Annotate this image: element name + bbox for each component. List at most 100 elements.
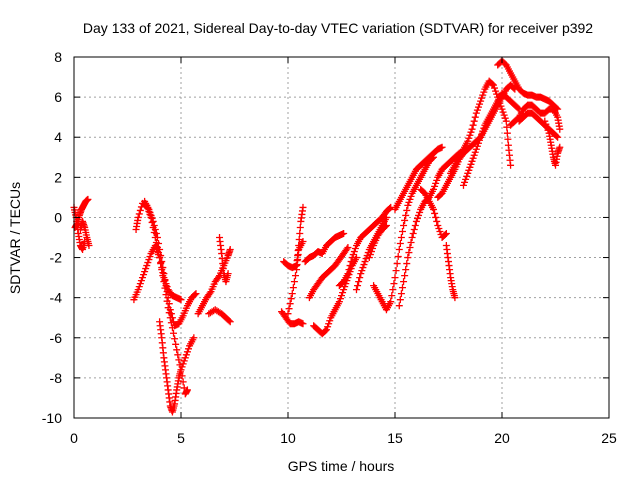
data-point (184, 345, 192, 353)
data-point (466, 131, 474, 139)
plot-frame (73, 56, 610, 419)
data-point (492, 87, 500, 95)
data-point (469, 121, 477, 129)
data-point (400, 278, 408, 286)
data-point (224, 270, 232, 278)
y-tick-label: -8 (50, 370, 63, 386)
data-point (85, 242, 93, 250)
data-point (469, 154, 477, 162)
data-point (335, 298, 343, 306)
data-point (468, 157, 476, 165)
data-point (339, 289, 347, 297)
data-point (341, 283, 349, 291)
data-point (179, 378, 187, 386)
data-point (190, 334, 198, 342)
data-point (431, 209, 439, 217)
data-point (344, 244, 352, 252)
data-point (416, 208, 424, 216)
data-point (165, 300, 173, 308)
data-point (408, 234, 416, 241)
axis-ticks: 0 5 10 15 20 25 -10 -8 -6 -4 -2 0 2 4 6 8 (42, 49, 617, 446)
data-point (510, 84, 518, 92)
data-point (343, 245, 351, 253)
data-point (361, 258, 369, 266)
data-point (160, 270, 168, 278)
data-point (398, 284, 406, 292)
data-point (543, 123, 551, 131)
data-point (466, 163, 474, 171)
data-point (397, 234, 405, 241)
y-tick-label: 0 (54, 209, 62, 225)
data-point (389, 286, 397, 294)
data-point (390, 280, 398, 288)
data-point (479, 127, 487, 135)
grid-lines (74, 57, 609, 418)
data-point (290, 278, 298, 286)
data-point (400, 221, 408, 229)
data-point (145, 205, 153, 213)
data-point (499, 108, 507, 116)
data-point (465, 134, 473, 142)
data-point (470, 151, 478, 159)
data-point (470, 117, 478, 125)
data-point (395, 246, 403, 254)
data-point (442, 229, 450, 237)
data-point (488, 80, 496, 88)
data-point (145, 256, 153, 264)
data-point (135, 210, 143, 218)
data-point (166, 306, 174, 314)
data-point (146, 208, 154, 216)
data-point (498, 105, 506, 113)
data-point (541, 117, 549, 125)
data-point (345, 266, 353, 274)
data-point (514, 104, 522, 112)
data-point (178, 363, 186, 371)
data-point (409, 229, 417, 237)
data-point (350, 248, 358, 256)
data-point (348, 254, 356, 262)
data-point (436, 227, 444, 235)
data-point (464, 137, 472, 145)
y-tick-label: 6 (54, 89, 62, 105)
data-point (340, 229, 348, 237)
data-point (413, 214, 421, 222)
data-point (177, 366, 185, 374)
data-point (214, 273, 222, 281)
data-point (226, 246, 234, 254)
y-tick-label: 2 (54, 169, 62, 185)
data-point (430, 205, 438, 213)
data-point (393, 260, 401, 268)
data-point (191, 291, 199, 299)
data-point (138, 274, 146, 282)
data-point (180, 357, 188, 365)
data-point (465, 166, 473, 174)
x-tick-label: 10 (280, 430, 296, 446)
data-point (556, 125, 564, 133)
data-point (156, 246, 164, 254)
data-point (159, 264, 167, 272)
data-point (142, 265, 150, 273)
data-point (174, 351, 182, 359)
data-point (225, 317, 233, 325)
data-point (471, 113, 479, 121)
data-point (468, 125, 476, 133)
data-point (477, 97, 485, 105)
data-point (140, 271, 148, 279)
data-point (396, 240, 404, 248)
data-point (144, 259, 152, 267)
data-point (359, 264, 367, 272)
data-point (412, 217, 420, 225)
data-point (471, 148, 479, 156)
data-point (175, 356, 183, 364)
data-point (459, 181, 467, 189)
data-point (478, 130, 486, 138)
data-point (392, 267, 400, 275)
data-point (168, 314, 176, 322)
data-point (143, 262, 151, 270)
data-point (402, 211, 410, 219)
data-point (147, 211, 155, 219)
data-point (441, 230, 449, 238)
data-point (296, 223, 304, 231)
data-point (346, 262, 354, 270)
data-point (352, 286, 360, 294)
